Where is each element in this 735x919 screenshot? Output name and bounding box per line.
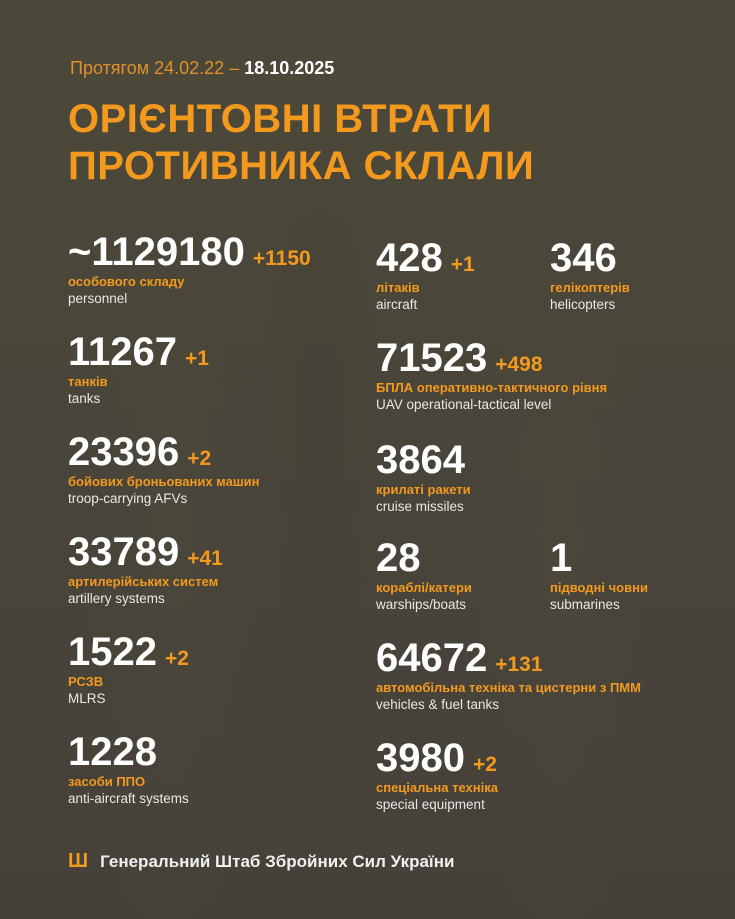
stat-helicopters: 346 гелікоптерів helicopters xyxy=(550,238,630,312)
title-line-2: ПРОТИВНИКА СКЛАЛИ xyxy=(68,144,535,188)
stat-artillery: 33789 +41 артилерійських систем artillery s… xyxy=(68,532,223,606)
stat-label-en: special equipment xyxy=(376,797,485,812)
stat-value: 1522 xyxy=(68,630,157,674)
period-start: Протягом 24.02.22 – xyxy=(70,58,240,78)
stat-uav: 71523 +498 БПЛА оперативно-тактичного рівн… xyxy=(376,338,607,412)
stat-value: 3864 xyxy=(376,438,465,482)
stat-label-en: submarines xyxy=(550,597,620,612)
stat-air-defense: 1228 засоби ППО anti-aircraft systems xyxy=(68,732,189,806)
stat-label-ua: літаків xyxy=(376,280,420,295)
stat-value: 11267 xyxy=(68,330,178,374)
stat-label-en: MLRS xyxy=(68,691,106,706)
stat-value: 346 xyxy=(550,236,617,280)
stat-warships: 28 кораблі/катери warships/boats xyxy=(376,538,472,612)
stat-aircraft: 428 +1 літаків aircraft xyxy=(376,238,475,312)
stat-value: 28 xyxy=(376,536,421,580)
stat-value: 71523 xyxy=(376,336,488,380)
stat-cruise-missiles: 3864 крилаті ракети cruise missiles xyxy=(376,440,471,514)
stat-delta: +41 xyxy=(187,547,223,570)
stat-label-en: warships/boats xyxy=(376,597,467,612)
stat-label-ua: гелікоптерів xyxy=(550,280,630,295)
stat-label-en: anti-aircraft systems xyxy=(68,791,189,806)
stat-label-ua: підводні човни xyxy=(550,580,648,595)
stat-label-ua: особового складу xyxy=(68,274,185,289)
stat-label-en: personnel xyxy=(68,291,128,306)
stat-label-ua: РСЗВ xyxy=(68,674,104,689)
stat-label-en: artillery systems xyxy=(68,591,165,606)
stat-label-en: vehicles & fuel tanks xyxy=(376,697,500,712)
stat-label-ua: БПЛА оперативно-тактичного рівня xyxy=(376,380,608,395)
stat-value: 1 xyxy=(550,536,573,580)
footer: Ш Генеральний Штаб Збройних Сил України xyxy=(68,850,454,873)
title-line-1: ОРІЄНТОВНІ ВТРАТИ xyxy=(68,97,493,141)
stat-label-en: troop-carrying AFVs xyxy=(68,491,188,506)
stat-label-ua: засоби ППО xyxy=(68,774,146,789)
stat-vehicles: 64672 +131 автомобільна техніка та цистерн… xyxy=(376,638,641,712)
stat-label-ua: кораблі/катери xyxy=(376,580,472,595)
stat-value: 64672 xyxy=(376,636,488,680)
trident-icon: Ш xyxy=(68,850,89,872)
period-end: 18.10.2025 xyxy=(244,58,335,78)
stat-delta: +2 xyxy=(164,647,189,670)
stat-delta: +1150 xyxy=(252,247,311,270)
stat-label-ua: артилерійських систем xyxy=(68,574,219,589)
stat-delta: +1 xyxy=(450,253,475,276)
stat-label-ua: спеціальна техніка xyxy=(376,780,498,795)
stat-delta: +2 xyxy=(472,753,497,776)
stat-label-ua: крилаті ракети xyxy=(376,482,471,497)
stat-label-en: tanks xyxy=(68,391,101,406)
stat-tanks: 11267 +1 танків tanks xyxy=(68,332,209,406)
stat-value: 428 xyxy=(376,236,443,280)
page-title: ОРІЄНТОВНІ ВТРАТИ ПРОТИВНИКА СКЛАЛИ xyxy=(68,96,534,190)
stat-label-en: helicopters xyxy=(550,297,616,312)
footer-text: Генеральний Штаб Збройних Сил України xyxy=(100,851,455,871)
stat-value: 1228 xyxy=(68,730,157,774)
stat-label-en: UAV operational-tactical level xyxy=(376,397,552,412)
stat-label-ua: бойових броньованих машин xyxy=(68,474,260,489)
period: Протягом 24.02.22 – 18.10.2025 xyxy=(70,58,334,79)
stat-label-ua: танків xyxy=(68,374,108,389)
stat-submarines: 1 підводні човни submarines xyxy=(550,538,648,612)
stat-delta: +498 xyxy=(495,353,543,376)
stat-label-en: aircraft xyxy=(376,297,418,312)
stat-special-equipment: 3980 +2 спеціальна техніка special equipmen… xyxy=(376,738,498,812)
stat-mlrs: 1522 +2 РСЗВ MLRS xyxy=(68,632,189,706)
stat-value: 33789 xyxy=(68,530,180,574)
stat-value: 23396 xyxy=(68,430,180,474)
stat-delta: +131 xyxy=(495,653,543,676)
stat-value: ~1129180 xyxy=(68,230,245,274)
stat-afv: 23396 +2 бойових броньованих машин troop-ca… xyxy=(68,432,260,506)
stat-label-en: cruise missiles xyxy=(376,499,464,514)
stat-value: 3980 xyxy=(376,736,465,780)
stat-delta: +2 xyxy=(187,447,212,470)
stat-label-ua: автомобільна техніка та цистерни з ПММ xyxy=(376,680,641,695)
stat-personnel: ~1129180 +1150 особового складу personnel xyxy=(68,232,311,306)
stat-delta: +1 xyxy=(185,347,209,370)
